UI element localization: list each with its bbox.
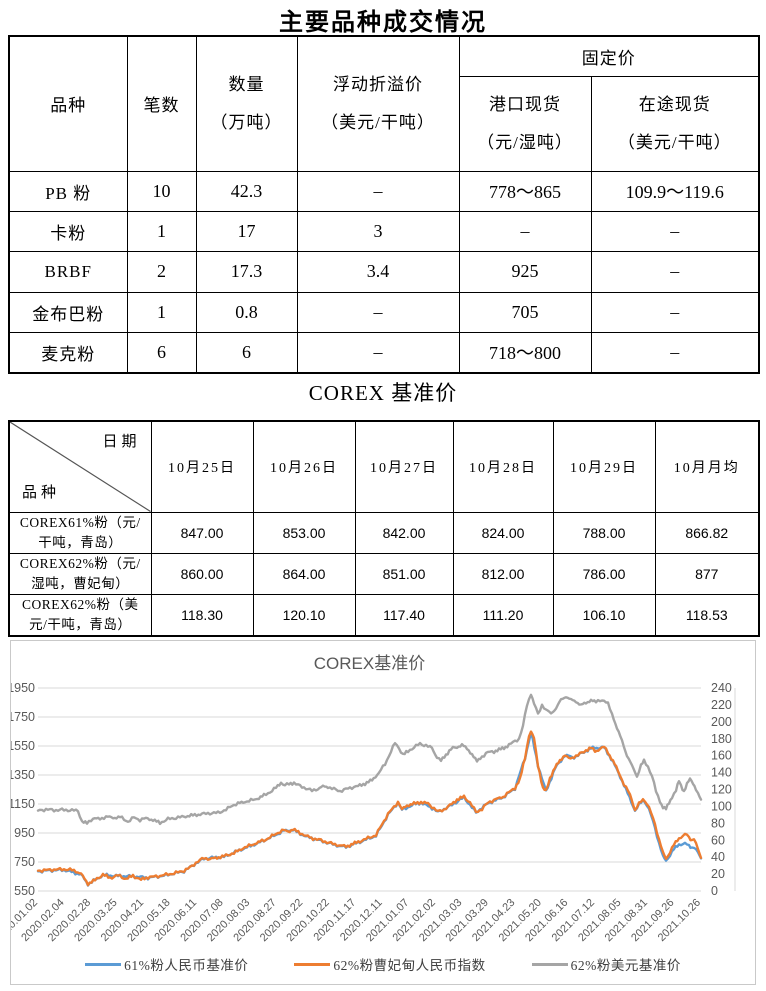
svg-text:1150: 1150 [11, 797, 35, 811]
series-line-1 [36, 730, 703, 887]
date-header: 10月25日 [150, 420, 254, 513]
table-row: COREX61%粉（元/ 干吨，青岛） 847.00 853.00 842.00… [8, 511, 760, 554]
row-label: COREX62%粉（元/ 湿吨，曹妃甸） [8, 552, 152, 595]
col-header-fixed-price: 固定价 [458, 35, 760, 77]
svg-text:140: 140 [711, 766, 732, 780]
svg-text:1750: 1750 [11, 710, 35, 724]
svg-text:120: 120 [711, 783, 732, 797]
x-axis-labels: 2020.01.022020.02.042020.02.282020.03.25… [11, 897, 703, 944]
col-header-premium: 浮动折溢价 （美元/干吨） [296, 35, 460, 172]
page-title: 主要品种成交情况 [279, 9, 487, 36]
row-label: COREX62%粉（美 元/干吨，青岛） [8, 593, 152, 636]
svg-text:160: 160 [711, 749, 732, 763]
svg-text:180: 180 [711, 732, 732, 746]
table-row: 卡粉 1 17 3 – – [8, 210, 760, 252]
table-row: PB 粉 10 42.3 – 778～865 109.9～119.6 [8, 170, 760, 212]
legend-swatch-gray [531, 962, 568, 966]
corex-table: 日期 品种 10月25日 10月26日 10月27日 10月28日 10月29日… [8, 420, 760, 637]
svg-text:750: 750 [14, 855, 35, 869]
legend-item-62-usd: 62%粉美元基准价 [531, 954, 681, 974]
date-header: 10月28日 [452, 420, 554, 513]
series-line-0 [36, 730, 703, 887]
svg-text:1350: 1350 [11, 768, 35, 782]
date-header: 10月27日 [354, 420, 454, 513]
svg-text:80: 80 [711, 816, 725, 830]
chart-title: COREX基准价 [314, 654, 425, 673]
diagonal-line [10, 422, 151, 512]
deals-table: 品种 笔数 数量 （万吨） 浮动折溢价 （美元/干吨） 固定价 港口现货 （元/… [8, 35, 760, 374]
table-row: COREX62%粉（美 元/干吨，青岛） 118.30 120.10 117.4… [8, 593, 760, 636]
svg-text:1550: 1550 [11, 739, 35, 753]
legend-item-61-rmb: 61%粉人民币基准价 [85, 954, 248, 974]
svg-text:200: 200 [711, 715, 732, 729]
col-header-transit-spot: 在途现货 （美元/干吨） [590, 75, 760, 172]
table-row: 金布巴粉 1 0.8 – 705 – [8, 291, 760, 333]
svg-text:40: 40 [711, 850, 725, 864]
col-header-port-spot: 港口现货 （元/湿吨） [458, 75, 592, 172]
row-label: COREX61%粉（元/ 干吨，青岛） [8, 511, 152, 554]
date-header: 10月月均 [654, 420, 760, 513]
table-row: 麦克粉 6 6 – 718～800 – [8, 331, 760, 374]
table-row: BRBF 2 17.3 3.4 925 – [8, 250, 760, 293]
svg-text:240: 240 [711, 681, 732, 695]
svg-text:220: 220 [711, 698, 732, 712]
date-header: 10月26日 [252, 420, 356, 513]
legend-swatch-orange [294, 962, 331, 966]
svg-text:1950: 1950 [11, 681, 35, 695]
svg-text:0: 0 [711, 884, 718, 898]
chart-legend: 61%粉人民币基准价 62%粉曹妃甸人民币指数 62%粉美元基准价 [11, 954, 755, 974]
svg-text:20: 20 [711, 867, 725, 881]
svg-text:950: 950 [14, 826, 35, 840]
svg-text:60: 60 [711, 833, 725, 847]
svg-text:550: 550 [14, 884, 35, 898]
diag-label-date: 日期 [102, 434, 141, 450]
diag-label-variety: 品种 [22, 484, 61, 501]
date-header: 10月29日 [552, 420, 656, 513]
series-line-2 [36, 693, 703, 826]
corex-chart: COREX基准价 1950 1750 1550 1350 1150 950 750 550 240… [10, 640, 756, 985]
chart-gridlines [38, 687, 736, 892]
legend-item-62-cfd-rmb: 62%粉曹妃甸人民币指数 [294, 954, 485, 974]
corex-section-title: COREX 基准价 [308, 381, 458, 405]
col-header-count: 笔数 [126, 35, 197, 172]
diagonal-header-cell: 日期 品种 [8, 420, 152, 513]
left-axis-labels: 1950 1750 1550 1350 1150 950 750 550 [11, 681, 35, 898]
legend-swatch-blue [85, 962, 122, 966]
corex-chart-svg: COREX基准价 1950 1750 1550 1350 1150 950 750 550 240… [11, 654, 736, 944]
col-header-qty: 数量 （万吨） [195, 35, 298, 172]
table-row: COREX62%粉（元/ 湿吨，曹妃甸） 860.00 864.00 851.0… [8, 552, 760, 595]
col-header-variety: 品种 [8, 35, 128, 172]
svg-text:100: 100 [711, 799, 732, 813]
